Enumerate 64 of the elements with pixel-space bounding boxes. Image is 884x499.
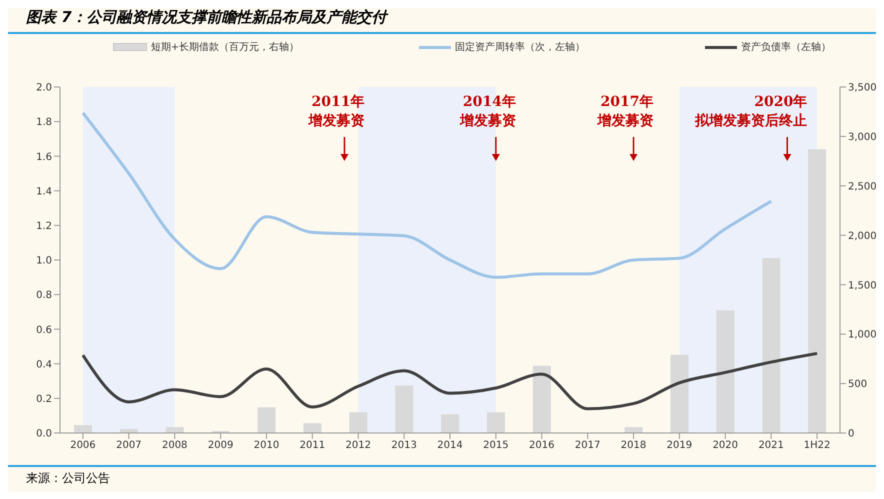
x-tick-label: 1H22: [804, 440, 830, 452]
bar: [303, 423, 322, 433]
y-tick-label: 0.0: [36, 428, 52, 440]
x-tick-label: 2006: [70, 440, 96, 452]
source-note: 来源：公司公告: [26, 471, 110, 485]
y2-tick-label: 3,000: [848, 132, 877, 143]
y2-tick-label: 3,500: [848, 82, 877, 94]
annotation: 2020年: [754, 94, 808, 110]
x-tick-label: 2010: [254, 440, 280, 452]
annotation: 2014年: [462, 94, 516, 110]
y2-tick-label: 1,000: [848, 330, 877, 341]
annotation: 增发募资: [458, 113, 516, 129]
legend-label: 固定资产周转率（次，左轴）: [455, 40, 586, 54]
bar: [716, 310, 734, 433]
legend-label: 资产负债率（左轴）: [741, 40, 832, 54]
annotation: 增发募资: [596, 113, 654, 129]
x-tick-label: 2020: [712, 440, 738, 452]
line-series: [81, 352, 819, 410]
y2-tick-label: 2,000: [848, 230, 877, 242]
y-tick-label: 1.4: [36, 186, 52, 198]
bar: [532, 366, 551, 433]
y-tick-label: 0.2: [36, 394, 52, 405]
y2-tick-label: 1,500: [848, 280, 877, 292]
y2-tick-label: 500: [848, 379, 868, 390]
bar: [258, 407, 276, 433]
bar: [395, 386, 414, 433]
x-tick-label: 2015: [483, 440, 509, 452]
x-tick-label: 2007: [116, 440, 142, 452]
bar: [441, 414, 460, 433]
bar: [624, 427, 643, 433]
annotation: 拟增发募资后终止: [694, 112, 808, 129]
annotation: 2011年: [312, 94, 364, 110]
annotation: 增发募资: [307, 113, 364, 129]
bar: [486, 412, 505, 433]
x-tick-label: 2016: [529, 440, 554, 452]
y-tick-label: 1.0: [36, 256, 52, 267]
y2-tick-label: 2,500: [848, 181, 877, 192]
x-tick-label: 2021: [758, 440, 784, 452]
legend-label: 短期+长期借款（百万元，右轴）: [150, 40, 300, 54]
bar: [349, 412, 368, 433]
y-tick-label: 2.0: [36, 82, 52, 94]
y-tick-label: 1.2: [36, 220, 52, 232]
x-tick-label: 2018: [620, 440, 646, 452]
annotation: 2017年: [600, 94, 654, 110]
x-tick-label: 2014: [437, 440, 463, 452]
bar: [74, 425, 92, 433]
y-tick-label: 1.8: [36, 117, 52, 128]
y-tick-label: 0.4: [36, 359, 52, 370]
y2-tick-label: 0: [848, 428, 854, 440]
x-tick-label: 2008: [162, 440, 188, 452]
x-tick-label: 2012: [346, 440, 371, 452]
x-tick-label: 2009: [208, 440, 234, 452]
y-tick-label: 0.8: [36, 290, 52, 302]
bar: [166, 427, 184, 433]
bar: [762, 258, 780, 433]
x-tick-label: 2011: [300, 440, 326, 452]
y-tick-label: 0.6: [36, 324, 52, 336]
x-tick-label: 2013: [391, 440, 417, 452]
bar: [670, 354, 688, 433]
bar: [808, 149, 826, 433]
y-tick-label: 1.6: [36, 152, 52, 163]
x-tick-label: 2017: [574, 440, 600, 452]
x-tick-label: 2019: [666, 440, 692, 452]
chart-title: 图表 7：公司融资情况支撑前瞻性新品布局及产能交付: [8, 8, 876, 34]
